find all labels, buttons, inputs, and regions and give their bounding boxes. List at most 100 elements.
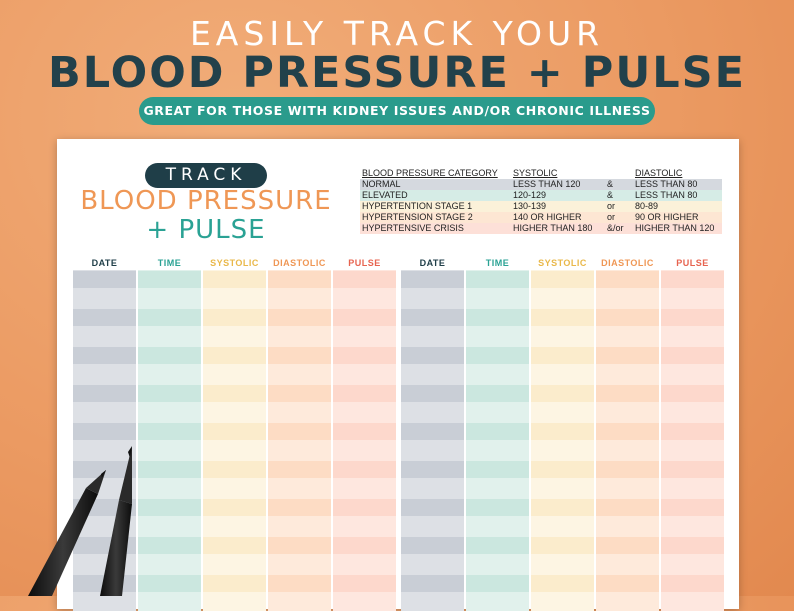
log-cell[interactable] — [661, 309, 724, 326]
log-cell[interactable] — [466, 290, 529, 307]
log-cell[interactable] — [596, 537, 659, 554]
log-cell[interactable] — [203, 328, 266, 345]
log-cell[interactable] — [401, 575, 464, 592]
log-cell[interactable] — [466, 461, 529, 478]
log-cell[interactable] — [596, 290, 659, 307]
log-cell[interactable] — [661, 404, 724, 421]
log-cell[interactable] — [268, 480, 331, 497]
log-cell[interactable] — [531, 499, 594, 516]
log-cell[interactable] — [401, 385, 464, 402]
log-cell[interactable] — [73, 309, 136, 326]
log-cell[interactable] — [138, 480, 201, 497]
log-cell[interactable] — [596, 594, 659, 611]
log-cell[interactable] — [138, 461, 201, 478]
log-cell[interactable] — [661, 537, 724, 554]
log-cell[interactable] — [138, 499, 201, 516]
log-cell[interactable] — [596, 556, 659, 573]
log-cell[interactable] — [531, 480, 594, 497]
log-cell[interactable] — [333, 404, 396, 421]
log-cell[interactable] — [531, 423, 594, 440]
log-cell[interactable] — [333, 480, 396, 497]
log-cell[interactable] — [401, 423, 464, 440]
log-cell[interactable] — [333, 461, 396, 478]
log-cell[interactable] — [73, 328, 136, 345]
log-cell[interactable] — [333, 518, 396, 535]
log-cell[interactable] — [138, 309, 201, 326]
log-cell[interactable] — [138, 442, 201, 459]
log-cell[interactable] — [661, 290, 724, 307]
log-cell[interactable] — [661, 518, 724, 535]
log-cell[interactable] — [531, 594, 594, 611]
log-cell[interactable] — [138, 271, 201, 288]
log-cell[interactable] — [531, 518, 594, 535]
log-cell[interactable] — [401, 442, 464, 459]
log-cell[interactable] — [466, 328, 529, 345]
log-cell[interactable] — [138, 423, 201, 440]
log-cell[interactable] — [466, 575, 529, 592]
log-cell[interactable] — [661, 271, 724, 288]
log-cell[interactable] — [596, 499, 659, 516]
log-cell[interactable] — [661, 347, 724, 364]
log-cell[interactable] — [466, 594, 529, 611]
log-cell[interactable] — [401, 518, 464, 535]
log-cell[interactable] — [268, 328, 331, 345]
log-cell[interactable] — [138, 328, 201, 345]
log-cell[interactable] — [596, 423, 659, 440]
log-cell[interactable] — [73, 423, 136, 440]
log-cell[interactable] — [268, 385, 331, 402]
log-cell[interactable] — [333, 347, 396, 364]
log-cell[interactable] — [268, 271, 331, 288]
log-cell[interactable] — [138, 366, 201, 383]
log-cell[interactable] — [531, 366, 594, 383]
log-cell[interactable] — [466, 423, 529, 440]
log-cell[interactable] — [661, 423, 724, 440]
log-cell[interactable] — [203, 366, 266, 383]
log-cell[interactable] — [203, 518, 266, 535]
log-cell[interactable] — [401, 290, 464, 307]
log-cell[interactable] — [661, 366, 724, 383]
log-cell[interactable] — [138, 385, 201, 402]
log-cell[interactable] — [73, 366, 136, 383]
log-cell[interactable] — [203, 556, 266, 573]
log-cell[interactable] — [268, 309, 331, 326]
log-cell[interactable] — [333, 328, 396, 345]
log-cell[interactable] — [333, 575, 396, 592]
log-cell[interactable] — [596, 575, 659, 592]
log-cell[interactable] — [401, 271, 464, 288]
log-cell[interactable] — [401, 347, 464, 364]
log-cell[interactable] — [596, 328, 659, 345]
log-cell[interactable] — [268, 290, 331, 307]
log-cell[interactable] — [531, 328, 594, 345]
log-cell[interactable] — [466, 518, 529, 535]
log-cell[interactable] — [401, 480, 464, 497]
log-cell[interactable] — [138, 404, 201, 421]
log-cell[interactable] — [466, 271, 529, 288]
log-cell[interactable] — [531, 385, 594, 402]
log-cell[interactable] — [466, 347, 529, 364]
log-cell[interactable] — [73, 385, 136, 402]
log-cell[interactable] — [466, 537, 529, 554]
log-cell[interactable] — [333, 499, 396, 516]
log-cell[interactable] — [333, 309, 396, 326]
log-cell[interactable] — [138, 537, 201, 554]
log-cell[interactable] — [268, 575, 331, 592]
log-cell[interactable] — [138, 347, 201, 364]
log-cell[interactable] — [596, 309, 659, 326]
log-cell[interactable] — [466, 556, 529, 573]
log-cell[interactable] — [203, 290, 266, 307]
log-cell[interactable] — [138, 290, 201, 307]
log-cell[interactable] — [138, 594, 201, 611]
log-cell[interactable] — [661, 442, 724, 459]
log-cell[interactable] — [466, 442, 529, 459]
log-cell[interactable] — [401, 461, 464, 478]
log-cell[interactable] — [73, 290, 136, 307]
log-cell[interactable] — [203, 594, 266, 611]
log-cell[interactable] — [73, 271, 136, 288]
log-cell[interactable] — [268, 442, 331, 459]
log-cell[interactable] — [268, 347, 331, 364]
log-cell[interactable] — [466, 366, 529, 383]
log-cell[interactable] — [596, 347, 659, 364]
log-cell[interactable] — [531, 290, 594, 307]
log-cell[interactable] — [268, 556, 331, 573]
log-cell[interactable] — [596, 461, 659, 478]
